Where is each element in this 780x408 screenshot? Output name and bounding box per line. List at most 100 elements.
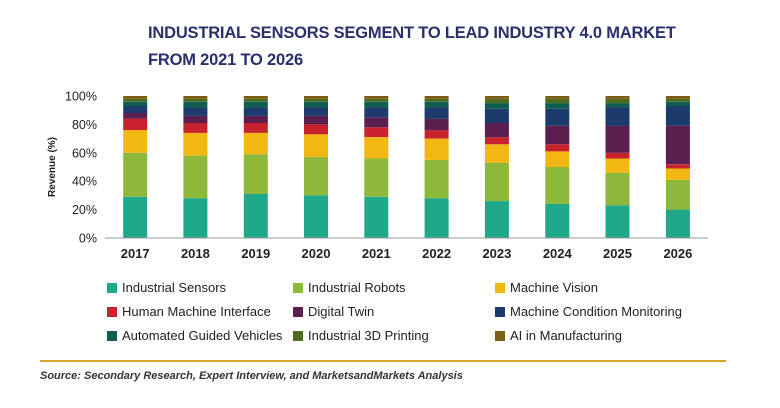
bar-segment	[665, 209, 690, 238]
legend-swatch	[293, 282, 303, 293]
bar-segment	[304, 134, 328, 157]
legend-item: AI in Manufacturing	[495, 328, 622, 343]
bar-segment	[605, 107, 630, 126]
legend-item: Industrial Sensors	[107, 280, 226, 295]
bar-segment	[304, 124, 328, 135]
bar-segment	[665, 168, 690, 180]
bar-segment	[424, 198, 449, 238]
bar-segment	[424, 96, 449, 99]
bar-segment	[183, 107, 208, 116]
x-tick-label: 2017	[121, 246, 150, 261]
bar-segment	[605, 152, 630, 159]
bar-segment	[243, 132, 268, 155]
legend-item: Industrial Robots	[293, 280, 406, 295]
legend-item: Machine Vision	[495, 280, 598, 295]
legend-label: Industrial 3D Printing	[308, 328, 429, 343]
bar-segment	[545, 108, 570, 126]
y-tick-label: 20%	[72, 203, 97, 217]
bar-segment	[243, 194, 268, 238]
bar-segment	[424, 138, 449, 160]
legend-item: Machine Condition Monitoring	[495, 304, 682, 319]
bar-segment	[484, 96, 509, 99]
stacked-bar-chart: 0% 20% 40% 60% 80% 100% Revenue (%) 2017 2018 201…	[47, 90, 708, 261]
bar-segment	[484, 103, 509, 109]
bar-segment	[545, 167, 570, 204]
legend-label: Human Machine Interface	[122, 304, 271, 319]
x-tick-label: 2024	[543, 246, 573, 261]
bar-segment	[605, 205, 630, 238]
bar-segment	[424, 159, 449, 199]
bar-segment	[304, 101, 328, 108]
bar-segment	[665, 164, 690, 169]
y-tick-label: 40%	[72, 175, 97, 189]
bar-segment	[424, 98, 449, 102]
bar-segment	[364, 107, 389, 118]
bar-segment	[243, 101, 268, 108]
x-tick-label: 2026	[663, 246, 692, 261]
bar-segment	[304, 115, 328, 125]
bar-segment	[605, 172, 630, 206]
bar-segment	[183, 132, 208, 156]
bar-segment	[665, 101, 690, 106]
bar-segment	[605, 96, 630, 99]
bar-segment	[123, 118, 148, 131]
bar-segment	[364, 98, 389, 102]
legend-swatch	[495, 330, 505, 341]
bar-segment	[123, 96, 148, 99]
bar-segment	[304, 98, 328, 102]
y-tick-label: 80%	[72, 118, 97, 132]
bar-segment	[364, 137, 389, 159]
bar-segment	[123, 152, 148, 197]
legend-label: Machine Condition Monitoring	[510, 304, 682, 319]
bar-segment	[605, 98, 630, 104]
bar-segment	[545, 144, 570, 152]
x-tick-label: 2020	[302, 246, 331, 261]
chart-title-line-2: FROM 2021 TO 2026	[148, 51, 303, 69]
bar-segment	[183, 96, 208, 99]
chart-title-line-1: INDUSTRIAL SENSORS SEGMENT TO LEAD INDUS…	[148, 24, 676, 42]
x-tick-label: 2025	[603, 246, 632, 261]
x-tick-label: 2022	[422, 246, 451, 261]
bar-segment	[183, 198, 208, 238]
bar-segment	[665, 125, 690, 165]
legend-item: Human Machine Interface	[107, 304, 271, 319]
bar-segment	[364, 101, 389, 108]
bar-segment	[484, 144, 509, 163]
bar-segment	[484, 137, 509, 145]
x-tick-label: 2018	[181, 246, 210, 261]
bar-segment	[484, 123, 509, 138]
bar-segment	[304, 107, 328, 116]
bar-segment	[304, 96, 328, 99]
legend-swatch	[293, 306, 303, 317]
y-tick-label: 100%	[65, 90, 97, 104]
bar-segment	[364, 196, 389, 238]
bar-segment	[545, 203, 570, 238]
bar-segment	[123, 113, 148, 119]
bar-segment	[304, 157, 328, 196]
legend-swatch	[495, 306, 505, 317]
bar-segment	[605, 103, 630, 108]
bar-segment	[123, 98, 148, 102]
chart-legend: Industrial Sensors Industrial Robots Machi…	[107, 280, 707, 350]
bar-segment	[424, 130, 449, 139]
bar-segment	[545, 103, 570, 109]
legend-swatch	[107, 330, 117, 341]
legend-item: Automated Guided Vehicles	[107, 328, 282, 343]
bar-segment	[424, 118, 449, 131]
bar-segment	[123, 101, 148, 106]
bar-segment	[183, 115, 208, 123]
x-tick-label: 2019	[241, 246, 270, 261]
bar-segment	[364, 96, 389, 99]
bar-segment	[183, 98, 208, 102]
bar-segment	[364, 127, 389, 138]
legend-swatch	[107, 306, 117, 317]
bar-segment	[243, 123, 268, 133]
bar-segment	[123, 105, 148, 113]
bar-segment	[243, 115, 268, 123]
bar-segment	[123, 196, 148, 238]
bar-segment	[545, 151, 570, 167]
bar-segment	[484, 98, 509, 104]
bar-segment	[605, 125, 630, 153]
bar-segment	[304, 195, 328, 238]
bar-segment	[484, 201, 509, 238]
